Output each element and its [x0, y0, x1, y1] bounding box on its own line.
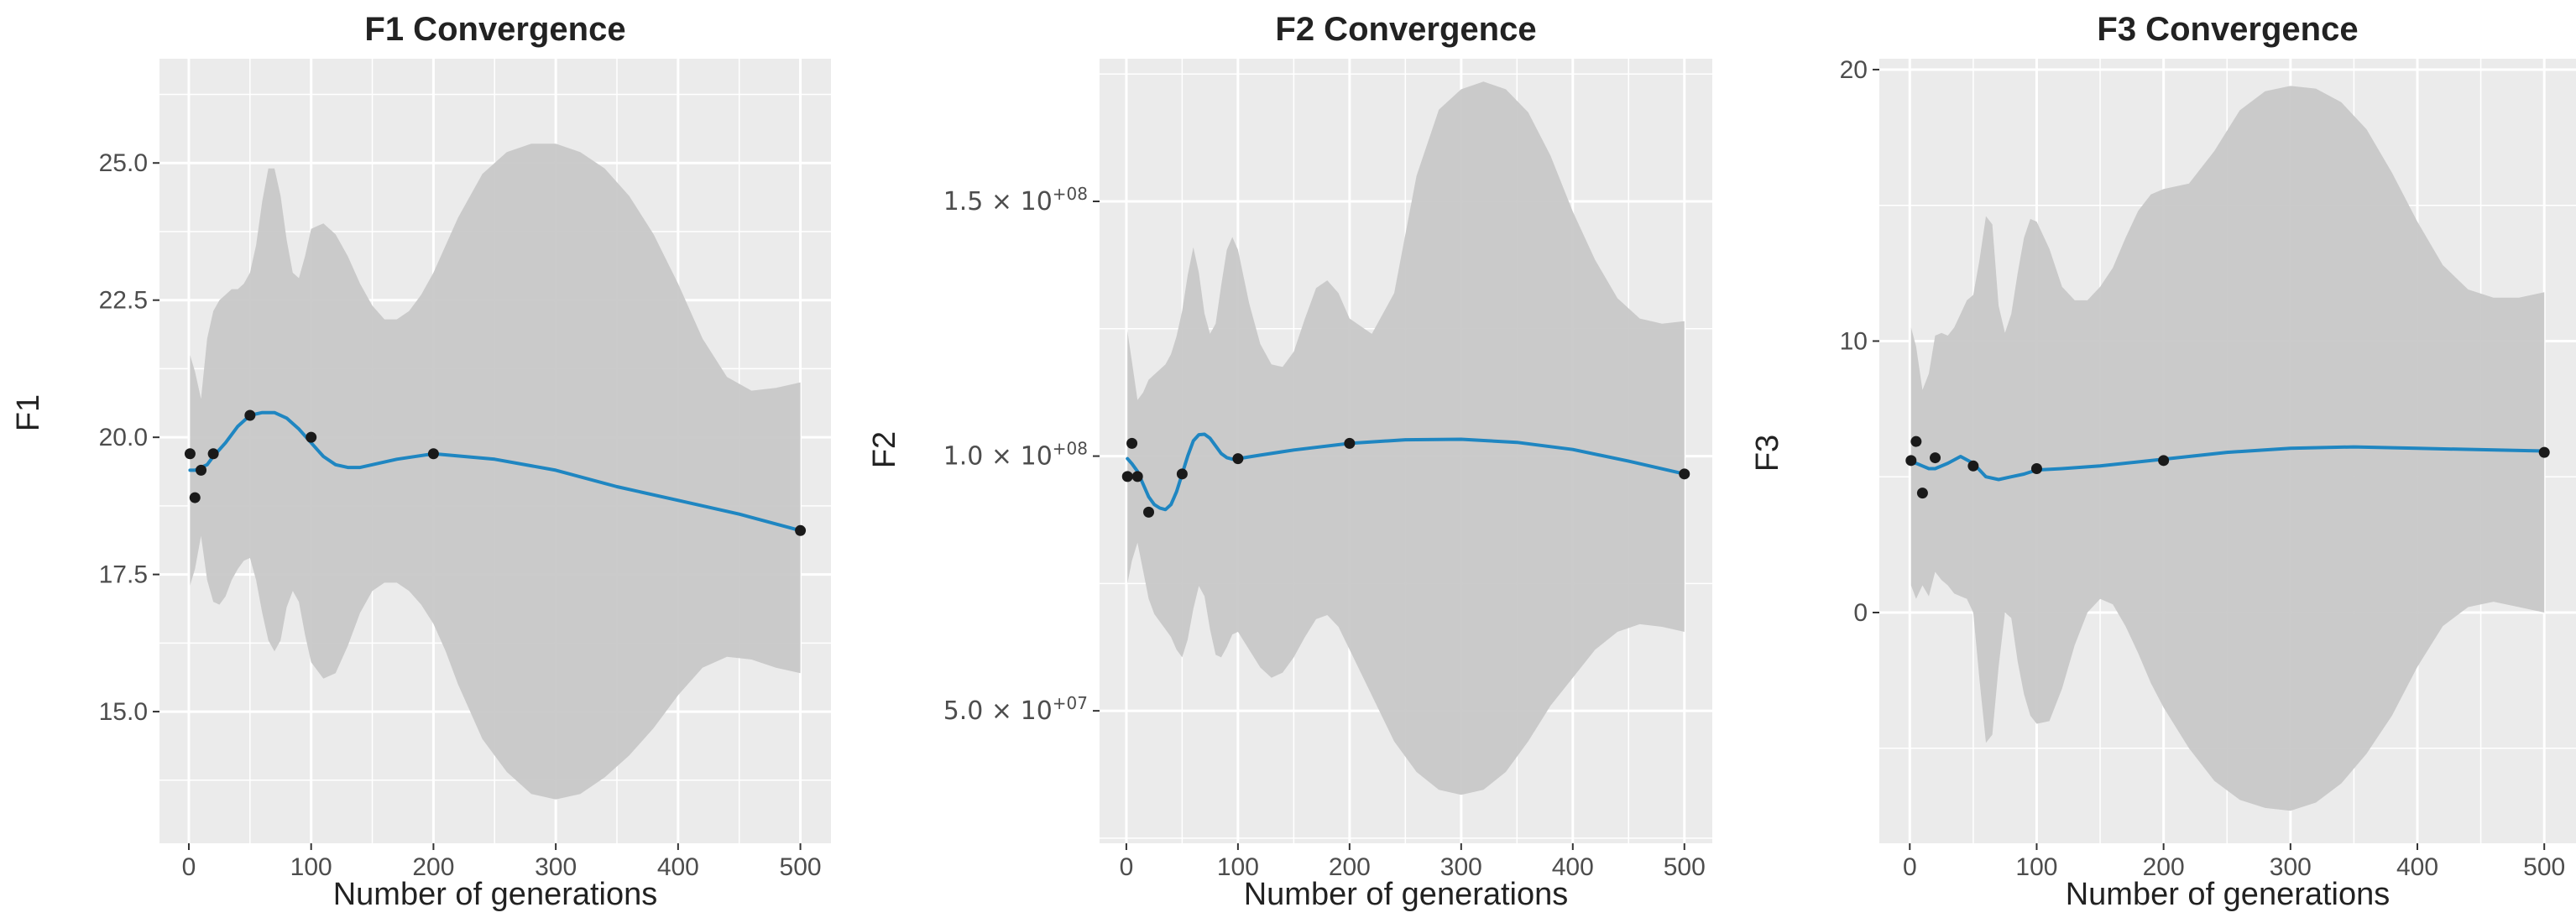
data-point — [1916, 488, 1928, 499]
data-point — [1143, 506, 1155, 518]
data-point — [1131, 471, 1143, 482]
x-axis-title: Number of generations — [2066, 877, 2391, 912]
x-tick-label: 300 — [535, 853, 577, 881]
y-axis-ticks: 0 10 20 — [1840, 56, 1879, 627]
y-axis-title: F2 — [867, 431, 902, 468]
data-point — [1905, 455, 1917, 467]
confidence-ribbon — [1910, 86, 2545, 811]
x-tick-label: 300 — [1440, 853, 1482, 881]
x-tick-label: 200 — [1329, 853, 1371, 881]
tick-exponent: +08 — [1053, 184, 1088, 204]
tick-exponent: +07 — [1053, 693, 1088, 713]
x-tick-label: 400 — [657, 853, 699, 881]
x-tick-label: 100 — [290, 853, 332, 881]
data-point — [795, 524, 807, 536]
tick-mantissa: 5.0 × 10 — [943, 696, 1053, 726]
y-axis-ticks: 15.0 17.5 20.0 22.5 25.0 — [99, 149, 159, 726]
x-tick-label: 300 — [2270, 853, 2312, 881]
tick-exponent: +08 — [1053, 439, 1088, 459]
y-tick-label: 22.5 — [99, 287, 148, 315]
x-tick-label: 100 — [2015, 853, 2057, 881]
y-tick-label: 20.0 — [99, 424, 148, 451]
y-tick-label: 20 — [1840, 56, 1868, 84]
x-tick-label: 0 — [1120, 853, 1134, 881]
panel-title: F3 Convergence — [2097, 11, 2358, 48]
x-axis-ticks: 0 100 200 300 400 500 — [1903, 843, 2565, 881]
y-tick-label: 17.5 — [99, 561, 148, 589]
data-point — [1344, 437, 1356, 449]
data-point — [189, 492, 201, 503]
data-point — [2538, 446, 2550, 458]
y-tick-label: 5.0 × 10+07 — [943, 693, 1088, 726]
x-tick-label: 0 — [182, 853, 196, 881]
x-axis-title: Number of generations — [1244, 877, 1569, 912]
y-tick-label: 15.0 — [99, 698, 148, 726]
confidence-ribbon — [190, 143, 801, 800]
x-tick-label: 500 — [1664, 853, 1706, 881]
data-point — [1232, 453, 1244, 465]
y-tick-label: 0 — [1853, 599, 1868, 627]
data-point — [306, 431, 317, 443]
y-tick-label: 1.5 × 10+08 — [943, 184, 1088, 216]
tick-mantissa: 1.0 × 10 — [943, 442, 1053, 472]
data-point — [427, 448, 439, 460]
data-point — [2158, 455, 2170, 467]
y-tick-label: 10 — [1840, 327, 1868, 355]
y-axis-title: F3 — [1750, 435, 1785, 472]
smooth-line — [1909, 445, 2547, 482]
data-point — [1121, 471, 1133, 482]
smooth-line — [1126, 432, 1686, 512]
data-point — [2030, 463, 2042, 475]
data-point — [207, 448, 219, 460]
x-tick-label: 500 — [780, 853, 822, 881]
x-tick-label: 400 — [2396, 853, 2438, 881]
f1-convergence-panel: F1 Convergence 15.0 17.5 20.0 22.5 25.0 0 100… — [11, 11, 831, 912]
y-axis-ticks: 5.0 × 10+071.0 × 10+081.5 × 10+08 — [943, 184, 1100, 726]
data-point — [244, 409, 256, 421]
plot-marks — [184, 143, 807, 800]
f3-convergence-panel: F3 Convergence 0 10 20 0 100 200 300 400 500 Nu… — [1750, 11, 2576, 912]
y-tick-label: 25.0 — [99, 149, 148, 177]
plot-marks — [1121, 81, 1690, 795]
data-point — [1126, 437, 1138, 449]
x-tick-label: 400 — [1552, 853, 1594, 881]
y-axis-title: F1 — [11, 394, 46, 431]
data-point — [1967, 460, 1979, 472]
x-tick-label: 200 — [412, 853, 454, 881]
x-axis-ticks: 0 100 200 300 400 500 — [1120, 843, 1706, 881]
plot-marks — [1905, 86, 2550, 811]
data-point — [1910, 435, 1922, 447]
tick-mantissa: 1.5 × 10 — [943, 187, 1053, 216]
data-point — [184, 448, 196, 460]
data-point — [196, 464, 207, 476]
x-tick-label: 200 — [2143, 853, 2185, 881]
x-tick-label: 0 — [1903, 853, 1917, 881]
y-tick-label: 1.0 × 10+08 — [943, 439, 1088, 472]
data-point — [1176, 468, 1188, 480]
x-tick-label: 500 — [2523, 853, 2565, 881]
data-point — [1930, 452, 1941, 464]
panel-title: F2 Convergence — [1275, 11, 1536, 48]
x-tick-label: 100 — [1217, 853, 1259, 881]
f2-convergence-panel: F2 Convergence 5.0 × 10+071.0 × 10+081.5… — [867, 11, 1712, 912]
panel-title: F1 Convergence — [364, 11, 625, 48]
x-axis-title: Number of generations — [333, 877, 658, 912]
data-point — [1679, 468, 1690, 480]
x-axis-ticks: 0 100 200 300 400 500 — [182, 843, 822, 881]
